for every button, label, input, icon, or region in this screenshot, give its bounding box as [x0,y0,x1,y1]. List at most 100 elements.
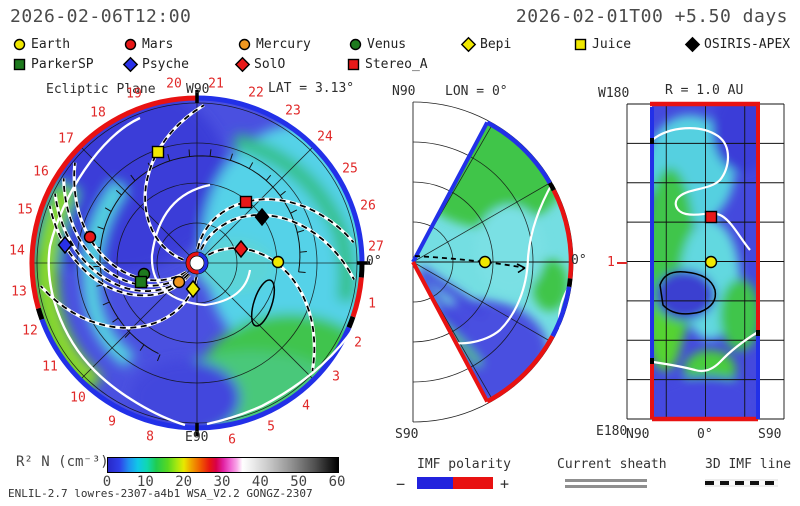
sun-inner-outline [189,255,205,271]
legend-item-mars: Mars [123,36,173,52]
ecliptic-day-label: 17 [58,131,74,147]
meridional-plot [411,101,574,423]
solo-marker [233,239,249,259]
hatch-tick [97,226,105,230]
hatch-tick [130,174,136,181]
stereo_a-marker [239,195,253,209]
legend-label: SolO [254,56,286,72]
radial-title: R = 1.0 AU [665,83,744,98]
hatch-tick [298,271,306,273]
hatch-tick [279,190,286,197]
legend-item-juice: Juice [573,36,631,52]
meridional-title: LON = 0° [445,84,508,99]
imf-negative-swatch [417,477,453,489]
legend-item-psyche: Psyche [122,56,189,72]
ecliptic-rim-imf-polarity [29,90,370,436]
rim-arc [350,277,364,318]
meridional-markers [478,255,492,269]
rim-arc [35,307,45,321]
sun-ring-positive [198,252,208,274]
ecliptic-day-label: 24 [317,129,333,145]
colorbar-tick-label: 0 [102,474,112,490]
ecliptic-hatched-contour [93,149,307,362]
legend-item-venus: Venus [348,36,406,52]
imf-line-dashed [54,193,190,293]
ecliptic-day-label: 13 [11,284,27,300]
radial-polarity-border [650,101,760,422]
hatch-tick [229,153,233,161]
current-datetime: 2026-02-06T12:00 [10,6,192,27]
imf-line-dashed [200,214,355,280]
grid-spoke [196,262,314,380]
meridional-n90-label: N90 [392,84,416,99]
legend-item-parkersp: ParkerSP [12,56,94,72]
ecliptic-day-label: 10 [70,390,86,406]
imf-line-dashed [144,104,205,261]
sun-marker [185,251,209,275]
legend-label: Venus [367,36,407,52]
juice-marker [151,145,165,159]
imf-line-title: 3D IMF line [705,457,792,472]
outer-arc [547,181,556,192]
legend-label: Mars [142,36,174,52]
ecliptic-day-label: 2 [354,335,362,351]
sun-ring-negative [186,252,199,274]
radial-n90-label: N90 [626,427,650,442]
imf-line-dashed [196,198,355,250]
bepi-icon [460,36,477,52]
juice-icon [574,38,587,50]
colorbar-tick-label: 50 [290,474,308,490]
legend-label: Mercury [256,36,311,52]
colorbar-tick-label: 40 [251,474,269,490]
legend-label: Earth [31,36,71,52]
ecliptic-day-label: 5 [267,419,275,435]
rim-arc [29,95,198,310]
mars-icon [124,38,137,50]
stereo_a-marker [704,210,718,224]
osiris-apex-marker [254,207,270,227]
imf-polarity-title: IMF polarity [417,457,511,472]
radial-map-plot [626,101,785,422]
mercury-marker [172,275,186,289]
radial-markers [704,210,718,269]
meridional-earth-line [414,255,526,274]
venus-icon [349,38,362,50]
colorbar-label: R² N (cm⁻³) [16,454,109,470]
hatch-tick [209,149,212,157]
imf-line-dashed [62,178,188,287]
ecliptic-lat-label: LAT = 3.13° [268,81,355,96]
meridional-polarity-border [411,120,574,404]
colorbar-tick-label: 60 [328,474,346,490]
sun-disc [188,254,206,272]
colorbar-tick-label: 10 [136,474,154,490]
outer-arc [550,286,572,338]
legend-item-earth: Earth [12,36,70,52]
ecliptic-e90-label: E90 [185,430,209,445]
legend-item-osiris-apex: OSIRIS-APEX [684,36,790,52]
hatch-tick [115,189,122,196]
radial-zero-label: 0° [697,427,713,442]
legend-label: Bepi [480,36,512,52]
imf-minus-sign: − [396,475,406,493]
rim-arc [39,318,352,431]
current-sheath-title: Current sheath [557,457,667,472]
outer-arc [551,189,574,279]
bepi-marker [185,279,201,299]
ecliptic-w90-label: W90 [186,82,210,97]
ecliptic-plane-plot [29,90,370,436]
radial-e180-label: E180 [596,424,628,439]
ecliptic-day-label: 21 [208,76,224,92]
hatch-tick [156,354,161,362]
earth-marker [704,255,718,269]
ecliptic-day-label: 9 [108,414,116,430]
rim-arc [358,262,365,278]
ecliptic-day-label: 27 [368,239,384,255]
hatch-tick [167,153,171,161]
legend-item-mercury: Mercury [237,36,311,52]
legend-item-bepi: Bepi [460,36,512,52]
hatch-tick [112,317,119,323]
legend-label: Psyche [142,56,189,72]
parkersp-icon [13,58,26,70]
radial-black-contour [659,271,717,315]
